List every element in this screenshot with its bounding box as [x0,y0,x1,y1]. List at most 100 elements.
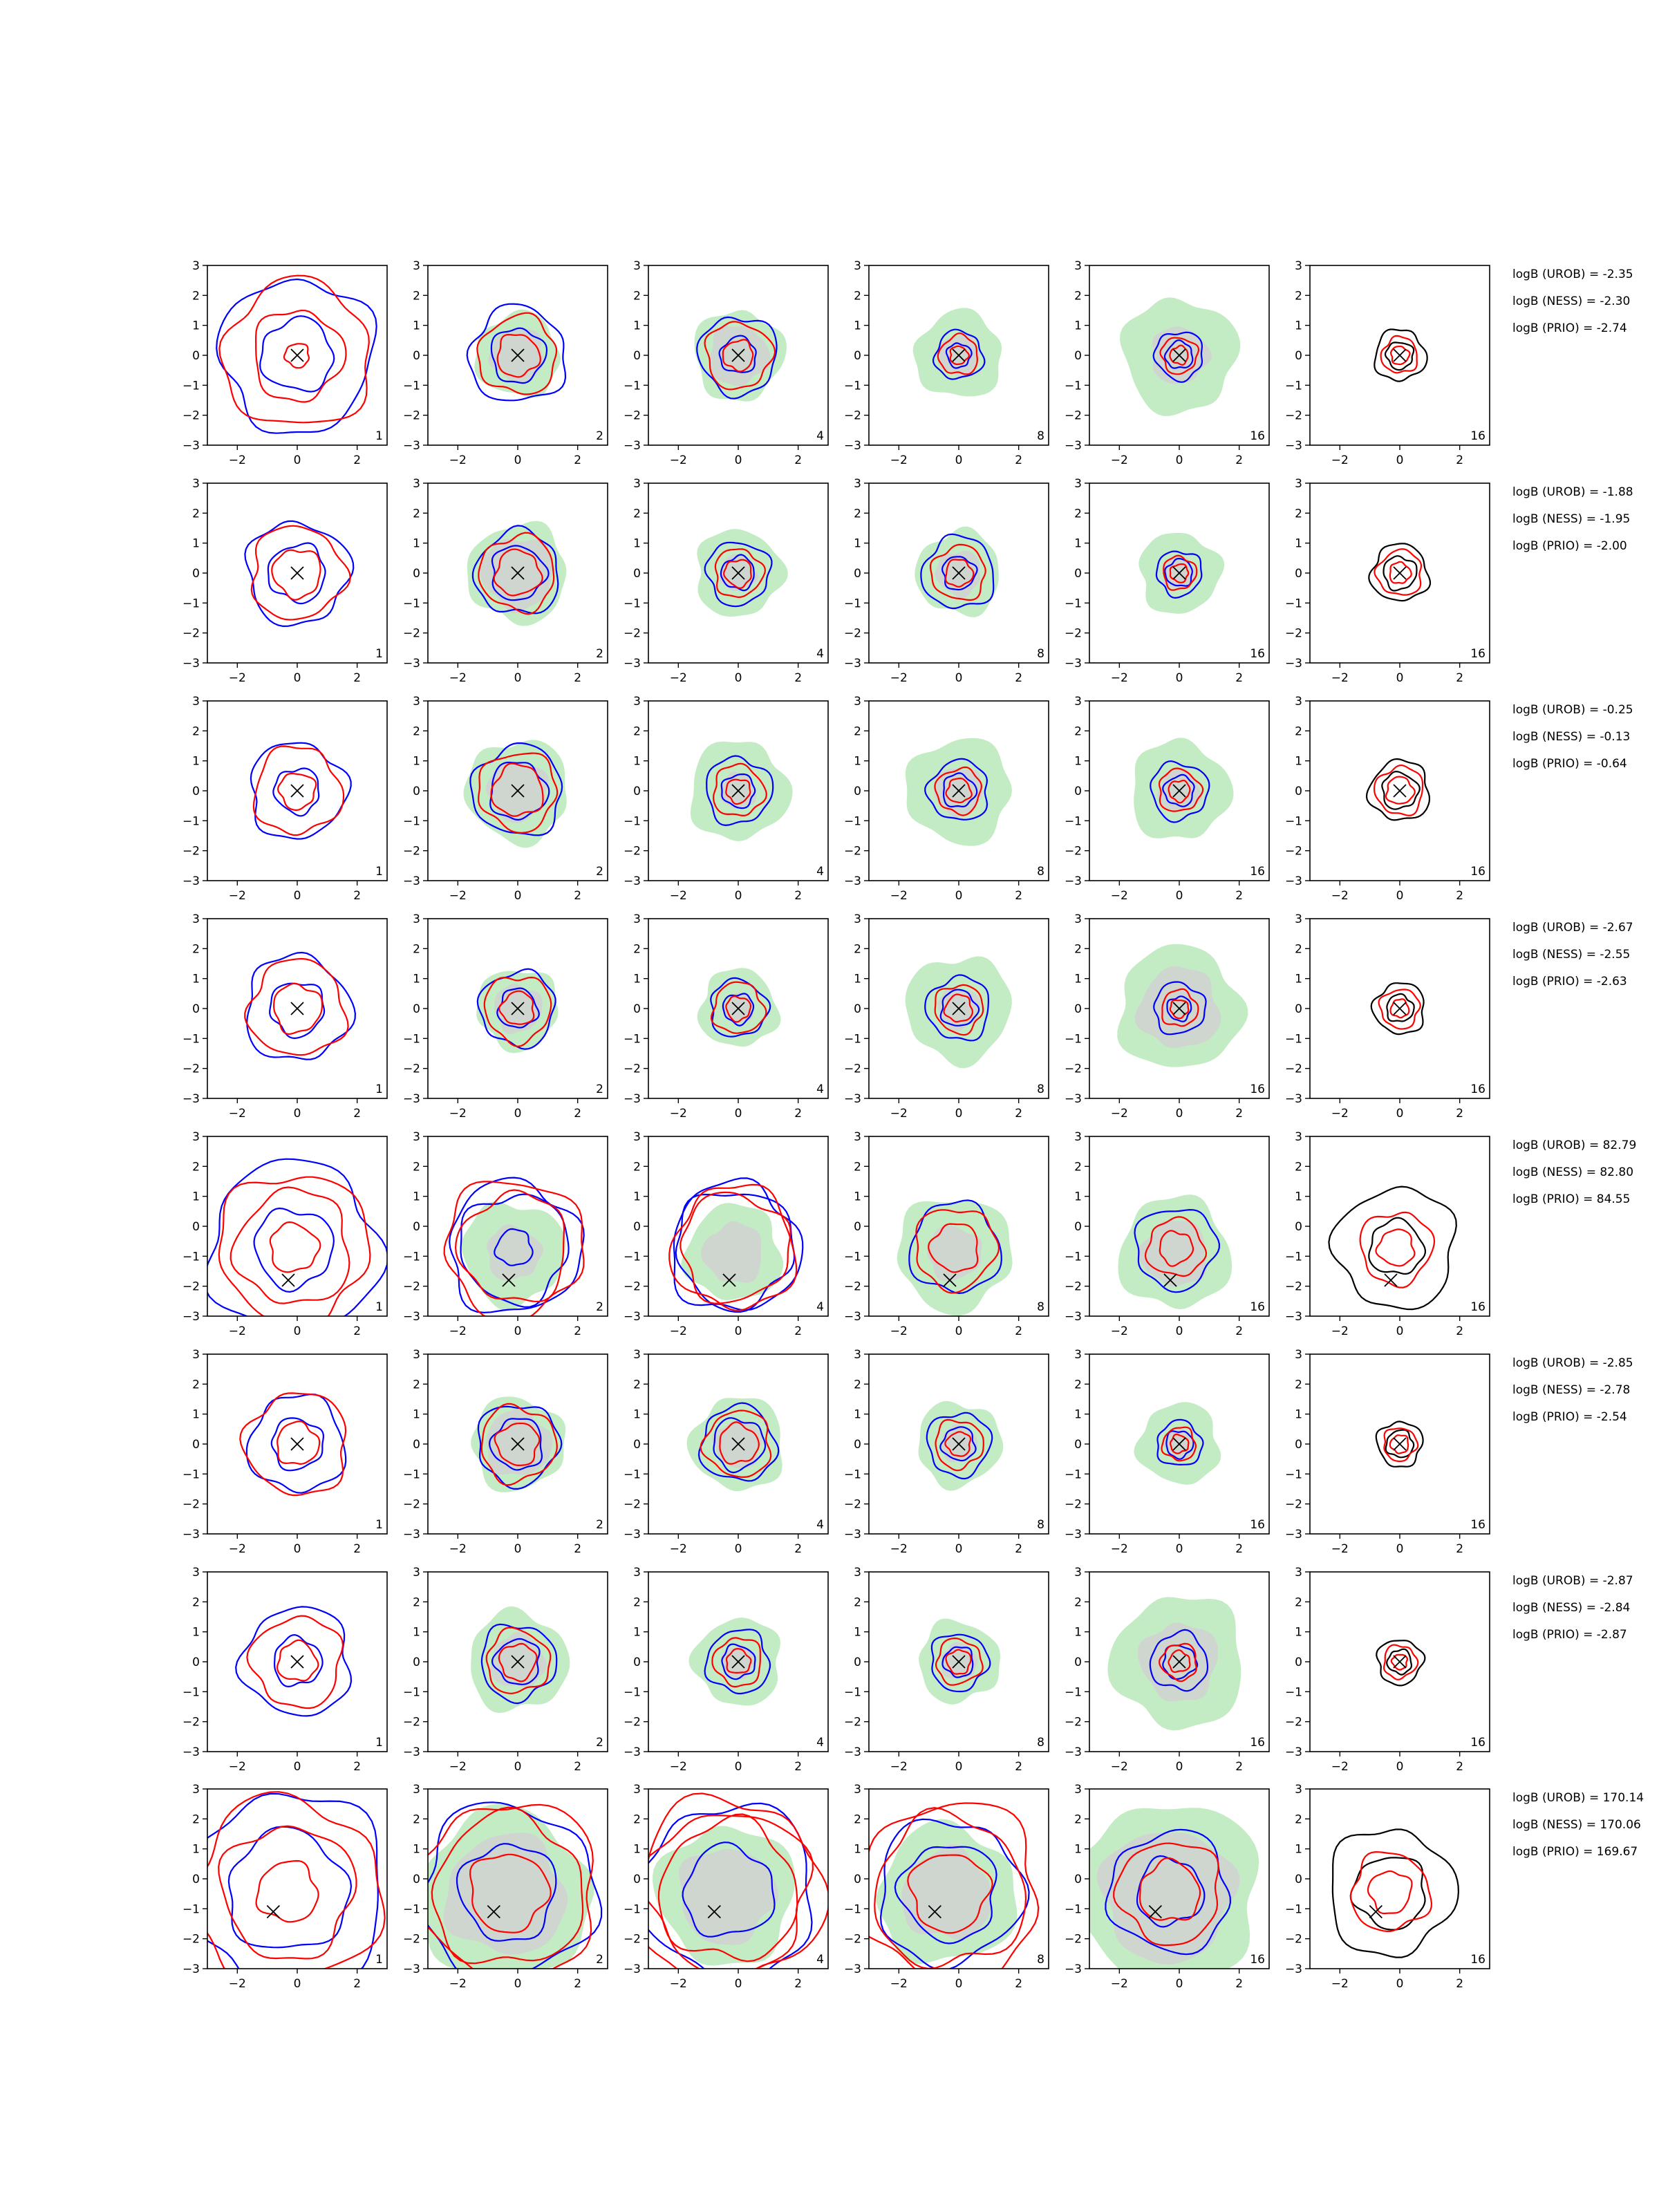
black-contour [1328,1185,1457,1311]
logb-annotations-row-1: logB (UROB) = -2.35 logB (NESS) = -2.30 lo… [1512,268,1633,335]
red-contour [483,976,552,1047]
panel-count-label: 1 [375,1082,383,1096]
x-tick-label: 0 [955,889,963,903]
red-contour [490,762,544,817]
black-contour [1384,341,1415,371]
blue-contour [269,982,326,1040]
x-tick-label: 0 [514,1760,522,1774]
x-tick-label: −2 [449,671,467,685]
logb-annotation: logB (PRIO) = -2.63 [1512,975,1627,988]
blue-contour [1155,550,1203,599]
x-tick-label: 0 [955,1542,963,1556]
red-contour [657,1813,798,1962]
y-tick-label: 0 [1295,785,1302,798]
x-tick-label: −2 [890,1760,908,1774]
y-tick-label: 1 [413,1843,420,1857]
y-tick-label: 0 [192,1002,200,1016]
y-tick-label: −3 [844,1310,861,1324]
blue-contour [673,1177,804,1311]
red-contour [1159,337,1200,375]
x-tick-label: 2 [1456,1107,1463,1121]
y-tick-label: −2 [182,1280,200,1294]
x-marker [1172,566,1186,580]
y-tick-label: −1 [844,1032,861,1046]
black-contour [1376,1640,1426,1687]
blue-contour [428,1801,603,1969]
x-marker [1369,1905,1382,1919]
y-tick-label: 2 [1074,507,1082,521]
blue-contour [1134,1208,1221,1293]
x-tick-label: −2 [449,889,467,903]
y-tick-label: 2 [192,1378,200,1391]
x-tick-label: 2 [574,1324,581,1338]
x-marker [1384,1273,1398,1287]
y-tick-label: 3 [413,1130,420,1144]
y-tick-label: 1 [1074,1190,1082,1204]
y-tick-label: 3 [854,912,861,926]
red-contour [1382,1644,1419,1680]
blue-contour [924,974,990,1042]
x-tick-label: 2 [574,671,581,685]
blue-contour [250,742,352,840]
y-tick-label: −3 [403,439,420,453]
gray-density-fill [701,1221,762,1283]
y-tick-label: 3 [413,1566,420,1580]
x-tick-label: 2 [353,889,361,903]
y-tick-label: −3 [182,1528,200,1541]
panel-r1-c2: −2 0 2 3 2 1 0 −1 −2 −3 2 [403,259,608,467]
y-tick-label: 1 [413,537,420,551]
red-contour [725,995,752,1023]
y-tick-label: −2 [1065,1062,1082,1076]
x-tick-label: −2 [229,1977,246,1991]
logb-annotation: logB (NESS) = 82.80 [1512,1165,1633,1179]
y-tick-label: −1 [1065,1250,1082,1264]
y-tick-label: 1 [192,319,200,333]
y-tick-label: −2 [403,845,420,859]
logb-annotations-row-4: logB (UROB) = -2.67 logB (NESS) = -2.55 lo… [1512,921,1633,988]
y-tick-label: 3 [1074,1566,1082,1580]
y-tick-label: 1 [192,1843,200,1857]
y-tick-label: −3 [1065,657,1082,671]
x-marker [511,566,525,580]
y-tick-label: 2 [1074,1595,1082,1609]
x-tick-label: 0 [294,671,301,685]
y-tick-label: 3 [1295,259,1302,273]
x-tick-label: −2 [670,1324,687,1338]
panel-r2-c3: −2 0 2 3 2 1 0 −1 −2 −3 4 [624,477,829,685]
y-tick-label: 2 [1074,1378,1082,1391]
x-tick-label: 0 [514,671,522,685]
panel-r4-c3: −2 0 2 3 2 1 0 −1 −2 −3 4 [624,912,829,1121]
y-tick-label: −1 [403,1250,420,1264]
x-tick-label: −2 [1111,1542,1128,1556]
blue-contour [1153,981,1207,1035]
panel-r7-c5: −2 0 2 3 2 1 0 −1 −2 −3 16 [1065,1566,1270,1774]
y-tick-label: 1 [1074,755,1082,769]
y-tick-label: 2 [192,1160,200,1174]
y-tick-label: −1 [403,814,420,828]
panel-count-label: 2 [596,647,603,661]
y-tick-label: 1 [854,1626,861,1640]
y-tick-label: −1 [1065,1902,1082,1916]
y-tick-label: −2 [624,1498,641,1512]
x-tick-label: −2 [890,1542,908,1556]
blue-contour [491,1638,541,1685]
blue-contour [722,993,755,1027]
x-tick-label: 0 [1396,1542,1404,1556]
y-tick-label: −1 [1285,597,1302,610]
y-tick-label: −3 [624,874,641,888]
blue-contour [216,278,377,434]
y-tick-label: −2 [403,1062,420,1076]
logb-annotation: logB (NESS) = -2.55 [1512,948,1630,962]
red-contour [934,766,983,816]
logb-annotations-row-6: logB (UROB) = -2.85 logB (NESS) = -2.78 lo… [1512,1356,1633,1424]
y-tick-label: −1 [1065,1032,1082,1046]
y-tick-label: 2 [413,1812,420,1826]
panel-r4-c5: −2 0 2 3 2 1 0 −1 −2 −3 16 [1065,912,1270,1121]
y-tick-label: −1 [844,1468,861,1481]
x-tick-label: −2 [890,453,908,467]
x-tick-label: −2 [229,453,246,467]
y-tick-label: −3 [403,1962,420,1976]
red-contour [431,1806,584,1965]
